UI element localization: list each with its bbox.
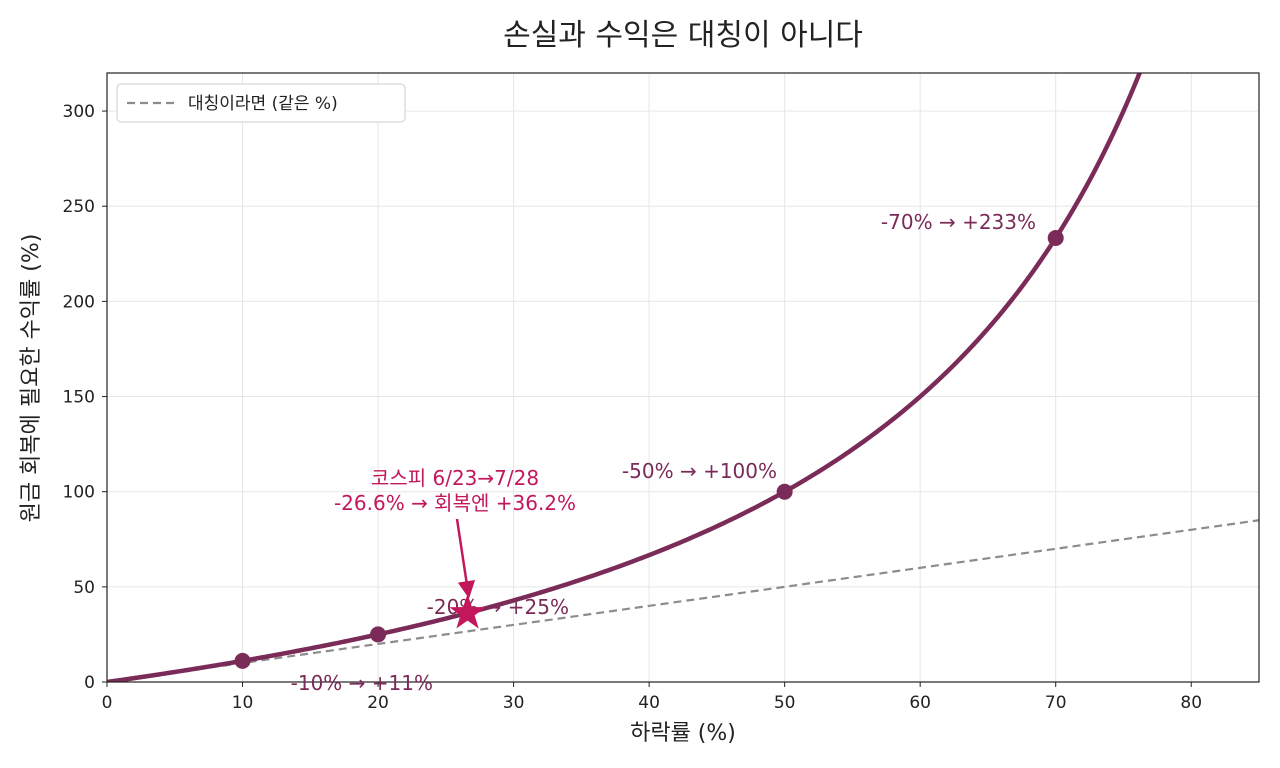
highlight-label-line1: 코스피 6/23→7/28 (371, 466, 539, 490)
x-tick-label: 70 (1045, 693, 1067, 713)
x-tick-label: 50 (774, 693, 796, 713)
x-tick-label: 80 (1180, 693, 1202, 713)
data-point (1047, 230, 1064, 247)
y-tick-label: 150 (63, 388, 95, 408)
x-tick-label: 10 (232, 693, 254, 713)
x-axis-ticks: 0 10 20 30 40 50 60 70 80 (102, 682, 1202, 713)
legend-label: 대칭이라면 (같은 %) (188, 94, 338, 114)
y-tick-label: 300 (63, 102, 95, 122)
x-tick-label: 60 (909, 693, 931, 713)
y-axis-ticks: 0 50 100 150 200 250 300 (63, 102, 107, 693)
grid (106, 73, 1259, 683)
point-label: -50% → +100% (622, 459, 777, 483)
data-point (776, 483, 793, 500)
series-line-recovery (107, 73, 1143, 682)
highlight-arrow (455, 518, 476, 599)
y-axis-label: 원금 회복에 필요한 수익률 (%) (19, 234, 44, 523)
y-tick-label: 0 (84, 673, 95, 693)
series-line-symmetric (107, 519, 1259, 682)
series-layer (107, 73, 1259, 682)
legend-box (116, 83, 406, 123)
data-point (234, 652, 251, 669)
y-tick-label: 100 (63, 483, 95, 503)
plot-frame (106, 72, 1260, 683)
x-tick-label: 40 (638, 693, 660, 713)
point-label: -70% → +233% (881, 210, 1036, 234)
highlight-star-marker (449, 594, 486, 629)
legend: 대칭이라면 (같은 %) (116, 83, 406, 123)
x-tick-label: 30 (503, 693, 525, 713)
x-tick-label: 20 (367, 693, 389, 713)
y-tick-label: 200 (63, 292, 95, 312)
chart-title: 손실과 수익은 대칭이 아니다 (503, 18, 863, 53)
annotations: -10% → +11% -20% → +25% -50% → +100% -70% →… (291, 210, 1036, 695)
points-layer (234, 230, 1064, 669)
y-tick-label: 250 (63, 197, 95, 217)
x-tick-label: 0 (102, 693, 113, 713)
x-axis-label: 하락률 (%) (630, 721, 736, 746)
highlight-label-line2: -26.6% → 회복엔 +36.2% (334, 491, 576, 515)
y-tick-label: 50 (73, 578, 95, 598)
point-label: -10% → +11% (291, 671, 433, 695)
point-label: -20% → +25% (427, 595, 569, 619)
data-point (370, 626, 387, 643)
